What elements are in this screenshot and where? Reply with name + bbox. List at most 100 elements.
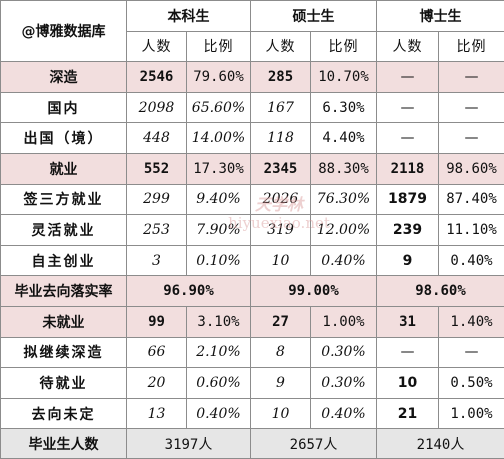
cell-ratio: 98.60% — [438, 152, 504, 185]
table-row: 毕业去向落实率 96.90% 99.00% 98.60% — [0, 275, 504, 307]
cell-ratio: 65.60% — [186, 91, 251, 124]
cell-ratio: 4.40% — [310, 122, 377, 154]
cell-ratio: 17.30% — [186, 152, 251, 185]
cell-ratio: 12.00% — [310, 214, 377, 246]
master-ratio-header: 比例 — [310, 30, 377, 63]
cell-count: 253 — [126, 214, 187, 246]
row-label-guonei: 国内 — [0, 91, 127, 124]
cell-count: 2345 — [250, 152, 311, 185]
cell-count: 239 — [376, 214, 439, 246]
cell-count: 21 — [376, 397, 439, 430]
row-label-nijixu: 拟继续深造 — [0, 336, 127, 369]
cell-count: 20 — [126, 367, 187, 399]
cell-ratio: 0.30% — [310, 367, 377, 399]
table-row: 就业 552 17.30% 2345 88.30% 2118 98.60% — [0, 152, 504, 185]
cell-ratio: 3.10% — [186, 305, 251, 338]
cell-count: 118 — [250, 122, 311, 154]
cell-count: 2546 — [126, 61, 187, 93]
cell-ratio: — — [438, 61, 504, 93]
cell-ratio: 14.00% — [186, 122, 251, 154]
cell-ratio: 11.10% — [438, 214, 504, 246]
undergrad-ratio-header: 比例 — [186, 30, 251, 63]
doctor-count-header: 人数 — [376, 30, 439, 63]
cell-ratio: 0.40% — [310, 397, 377, 430]
cell-ratio: 10.70% — [310, 61, 377, 93]
cell-count: 1879 — [376, 183, 439, 216]
cell-ratio: 1.00% — [310, 305, 377, 338]
row-label-zizhu: 自主创业 — [0, 244, 127, 277]
cell-ratio: — — [438, 91, 504, 124]
table-row: 自主创业 3 0.10% 10 0.40% 9 0.40% — [0, 244, 504, 277]
cell-count: — — [376, 91, 439, 124]
cell-count: 99 — [126, 305, 187, 338]
cell-ratio: 87.40% — [438, 183, 504, 216]
cell-ratio: 0.40% — [310, 244, 377, 277]
cell-ratio: 9.40% — [186, 183, 251, 216]
row-label-quxiang: 去向未定 — [0, 397, 127, 430]
cell-ratio: 0.40% — [438, 244, 504, 277]
cell-count: 448 — [126, 122, 187, 154]
cell-count: 2026 — [250, 183, 311, 216]
table-row: 待就业 20 0.60% 9 0.30% 10 0.50% — [0, 367, 504, 399]
cell-count: — — [376, 122, 439, 154]
cell-rate-doctor: 98.60% — [376, 275, 504, 307]
header-row-groups: @博雅数据库 本科生 硕士生 博士生 — [0, 0, 504, 63]
table-row: 拟继续深造 66 2.10% 8 0.30% — — — [0, 336, 504, 369]
table-row-total: 毕业生人数 3197人 2657人 2140人 — [0, 428, 504, 459]
row-label-qiansan: 签三方就业 — [0, 183, 127, 216]
table-row: 签三方就业 299 9.40% 2026 76.30% 1879 87.40% — [0, 183, 504, 216]
group-master-header: 硕士生 — [250, 0, 377, 32]
table-title: @博雅数据库 — [0, 0, 127, 63]
cell-ratio: 76.30% — [310, 183, 377, 216]
cell-count: — — [376, 336, 439, 369]
cell-count: 8 — [250, 336, 311, 369]
cell-count: 2118 — [376, 152, 439, 185]
cell-ratio: 0.40% — [186, 397, 251, 430]
cell-count: 552 — [126, 152, 187, 185]
row-label-shenzao: 深造 — [0, 61, 127, 93]
cell-count: 285 — [250, 61, 311, 93]
cell-count: 27 — [250, 305, 311, 338]
cell-count: 9 — [250, 367, 311, 399]
cell-total-undergrad: 3197人 — [126, 428, 251, 459]
cell-ratio: — — [438, 122, 504, 154]
table-row: 出国（境） 448 14.00% 118 4.40% — — — [0, 122, 504, 154]
row-label-luoshi: 毕业去向落实率 — [0, 275, 127, 307]
cell-total-doctor: 2140人 — [376, 428, 504, 459]
row-label-chuguo: 出国（境） — [0, 122, 127, 154]
row-label-jiuye: 就业 — [0, 152, 127, 185]
cell-ratio: 6.30% — [310, 91, 377, 124]
row-label-daijiuye: 待就业 — [0, 367, 127, 399]
cell-ratio: 0.50% — [438, 367, 504, 399]
cell-ratio: 0.30% — [310, 336, 377, 369]
cell-ratio: 79.60% — [186, 61, 251, 93]
cell-ratio: 1.00% — [438, 397, 504, 430]
cell-rate-master: 99.00% — [250, 275, 377, 307]
cell-count: 66 — [126, 336, 187, 369]
cell-count: 3 — [126, 244, 187, 277]
cell-ratio: — — [438, 336, 504, 369]
cell-count: 10 — [250, 244, 311, 277]
cell-ratio: 0.10% — [186, 244, 251, 277]
cell-count: 10 — [376, 367, 439, 399]
group-undergrad-header: 本科生 — [126, 0, 251, 32]
table-row: 深造 2546 79.60% 285 10.70% — — — [0, 61, 504, 93]
undergrad-count-header: 人数 — [126, 30, 187, 63]
row-label-weijiuye: 未就业 — [0, 305, 127, 338]
row-label-linghuo: 灵活就业 — [0, 214, 127, 246]
table-row: 去向未定 13 0.40% 10 0.40% 21 1.00% — [0, 397, 504, 430]
cell-ratio: 88.30% — [310, 152, 377, 185]
cell-count: 299 — [126, 183, 187, 216]
cell-count: 13 — [126, 397, 187, 430]
cell-rate-undergrad: 96.90% — [126, 275, 251, 307]
header-row-sub: 人数 比例 人数 比例 人数 比例 — [1, 30, 504, 63]
group-doctor-header: 博士生 — [376, 0, 504, 32]
master-count-header: 人数 — [250, 30, 311, 63]
table-row: 国内 2098 65.60% 167 6.30% — — — [0, 91, 504, 124]
cell-count: 167 — [250, 91, 311, 124]
row-label-total: 毕业生人数 — [0, 428, 127, 459]
table-row: 未就业 99 3.10% 27 1.00% 31 1.40% — [0, 305, 504, 338]
cell-ratio: 2.10% — [186, 336, 251, 369]
cell-total-master: 2657人 — [250, 428, 377, 459]
